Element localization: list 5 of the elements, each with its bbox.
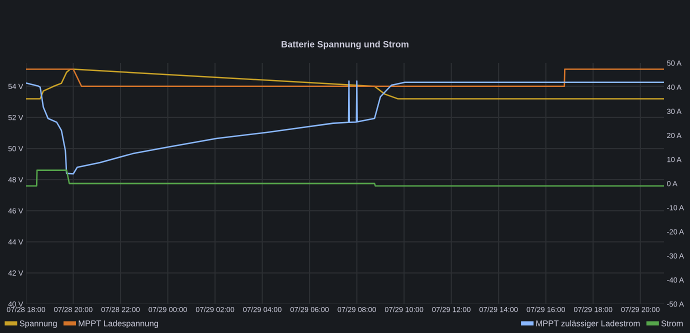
legend-label: MPPT Ladespannung <box>78 320 158 328</box>
legend-label: Spannung <box>20 320 57 328</box>
legend-label: Strom <box>661 320 683 326</box>
chart-title: Batterie Spannung und Strom <box>282 40 408 50</box>
legend-label: MPPT zulässiger Ladestrom <box>536 320 640 328</box>
